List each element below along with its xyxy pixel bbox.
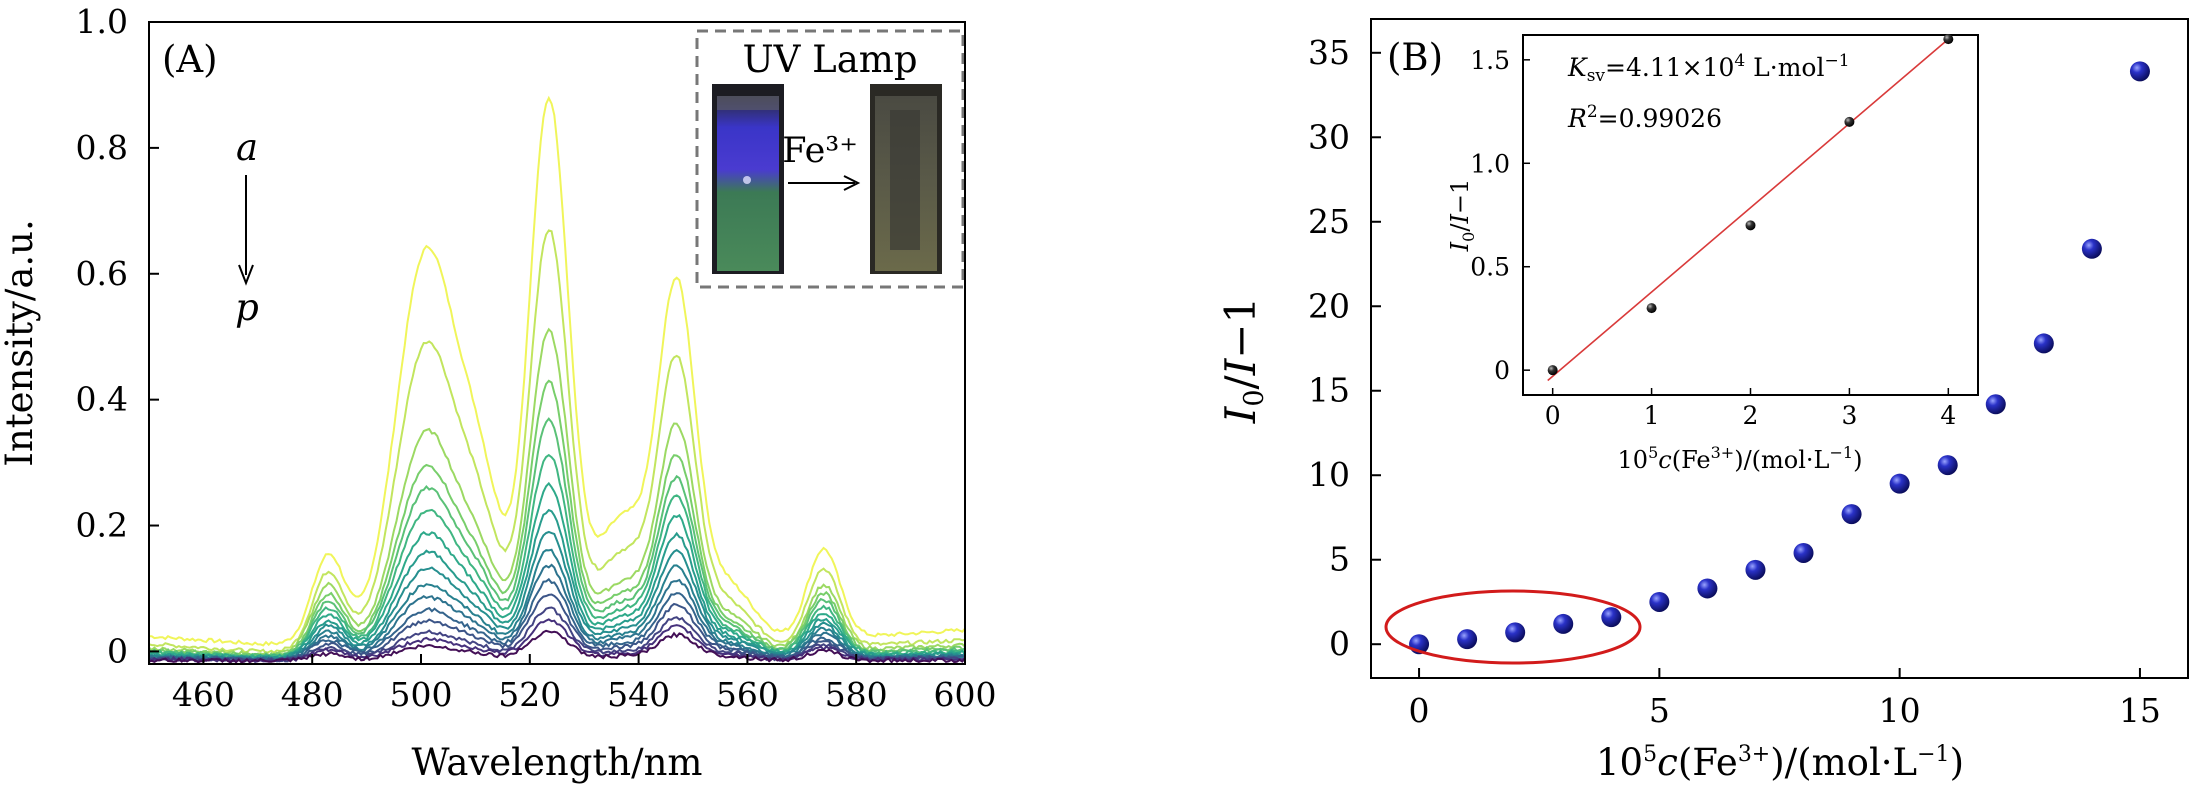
inset-fit-line — [1547, 38, 1949, 382]
spectrum-series — [148, 606, 966, 663]
x-tick-label: 560 — [716, 675, 779, 714]
scatter-point — [1937, 455, 1958, 476]
spectra-series-group — [148, 95, 966, 664]
x-tick-label: 500 — [390, 675, 453, 714]
inset-frame — [1522, 34, 1979, 396]
r2-annotation: R2=0.99026 — [1567, 102, 1722, 133]
inset-y-tick-label: 0 — [1494, 356, 1510, 385]
scatter-point — [2129, 61, 2150, 82]
spectrum-series — [148, 327, 966, 657]
x-tick-label: 600 — [934, 675, 997, 714]
panel-b-frame — [1370, 18, 2189, 679]
x-tick-label: 540 — [607, 675, 670, 714]
inset-axes: 0 1 2 3 4 0 0.5 1.0 1.5 — [1470, 46, 1956, 430]
y-tick-label: 15 — [1308, 371, 1350, 410]
inset-x-tick-label: 4 — [1940, 401, 1956, 430]
scatter-point — [1841, 504, 1862, 525]
series-start-label: a — [236, 126, 258, 169]
series-end-label: p — [235, 286, 259, 329]
spectrum-series — [148, 229, 966, 655]
uv-lamp-title: UV Lamp — [742, 38, 917, 81]
inset-y-tick-label: 1.5 — [1470, 46, 1510, 75]
panel-b-y-axis-label: I0/I−1 — [1216, 297, 1270, 424]
fe3-label: Fe³⁺ — [782, 131, 858, 171]
inset-x-tick-label: 2 — [1743, 401, 1759, 430]
y-tick-label: 0.2 — [76, 506, 128, 545]
y-tick-label: 0.8 — [76, 128, 128, 167]
scatter-point — [2081, 238, 2102, 259]
panel-a-label: (A) — [162, 38, 218, 81]
y-tick-label: 1.0 — [76, 2, 128, 41]
scatter-point — [1889, 473, 1910, 494]
inset-scatter-point — [1844, 116, 1855, 127]
y-tick-label: 0 — [107, 631, 128, 670]
panel-a-x-axis-label: Wavelength/nm — [412, 741, 703, 784]
inset-arrow-head — [843, 175, 861, 191]
y-tick-label: 20 — [1308, 286, 1350, 325]
spectrum-series — [148, 453, 966, 660]
y-tick-label: 5 — [1329, 540, 1350, 579]
series-order-arrow-head — [238, 264, 254, 286]
scatter-point — [1697, 578, 1718, 599]
scatter-point — [1457, 629, 1478, 650]
scatter-point — [1745, 559, 1766, 580]
scatter-point — [1505, 622, 1526, 643]
inset-scatter-point — [1943, 34, 1954, 45]
x-tick-label: 580 — [825, 675, 888, 714]
spectrum-series — [148, 530, 966, 662]
panel-a-frame — [148, 21, 966, 665]
x-tick-label: 460 — [172, 675, 235, 714]
y-tick-label: 0.4 — [76, 380, 128, 419]
scatter-point — [1553, 613, 1574, 634]
panel-b-x-axis-label: 105c(Fe3+)/(mol·L−1) — [1596, 741, 1964, 784]
spectrum-series — [149, 95, 966, 647]
x-tick-label: 0 — [1409, 691, 1430, 730]
y-tick-label: 25 — [1308, 202, 1350, 241]
inset-y-tick-label: 1.0 — [1470, 149, 1510, 178]
inset-x-tick-label: 3 — [1841, 401, 1857, 430]
stern-volmer-inset: 0 1 2 3 4 0 0.5 1.0 1.5 Ksv=4.11×104 L·mol−1 R2=… — [1446, 34, 1979, 474]
cuvette-after-image — [870, 84, 942, 274]
inset-points — [1547, 34, 1954, 376]
inset-scatter-point — [1646, 303, 1657, 314]
y-tick-label: 10 — [1308, 455, 1350, 494]
highlight-ellipse — [1384, 589, 1642, 665]
x-tick-label: 480 — [281, 675, 344, 714]
panel-a-spectra-chart: UV Lamp Fe³⁺ 460 480 500 520 540 560 580 600 0 0.… — [0, 2, 997, 784]
inset-scatter-point — [1547, 365, 1558, 376]
spectrum-series — [148, 481, 966, 660]
inset-x-tick-label: 1 — [1644, 401, 1660, 430]
panel-a-axes: 460 480 500 520 540 560 580 600 0 0.2 0.4 0.6 0.8 1.0 — [76, 2, 997, 714]
x-tick-label: 10 — [1879, 691, 1921, 730]
y-tick-label: 0 — [1329, 624, 1350, 663]
ksv-annotation: Ksv=4.11×104 L·mol−1 — [1567, 51, 1850, 86]
uv-lamp-inset: UV Lamp Fe³⁺ — [695, 29, 965, 289]
scatter-point — [1793, 542, 1814, 563]
panel-a-y-axis-label: Intensity/a.u. — [0, 219, 41, 467]
inset-y-tick-label: 0.5 — [1470, 253, 1510, 282]
x-tick-label: 520 — [498, 675, 561, 714]
scatter-point — [1649, 591, 1670, 612]
cuvette-before-image — [712, 84, 784, 274]
y-tick-label: 35 — [1308, 33, 1350, 72]
scatter-point — [2033, 333, 2054, 354]
y-tick-label: 30 — [1308, 117, 1350, 156]
y-tick-label: 0.6 — [76, 254, 128, 293]
x-tick-label: 15 — [2119, 691, 2161, 730]
inset-y-axis-label: I0/I−1 — [1446, 179, 1478, 253]
inset-x-tick-label: 0 — [1545, 401, 1561, 430]
panel-b-label: (B) — [1387, 36, 1443, 79]
scatter-point — [1985, 394, 2006, 415]
scatter-point — [1601, 607, 1622, 628]
inset-scatter-point — [1745, 220, 1756, 231]
x-tick-label: 5 — [1649, 691, 1670, 730]
spectrum-series — [148, 629, 966, 664]
inset-x-axis-label: 105c(Fe3+)/(mol·L−1) — [1618, 443, 1863, 474]
